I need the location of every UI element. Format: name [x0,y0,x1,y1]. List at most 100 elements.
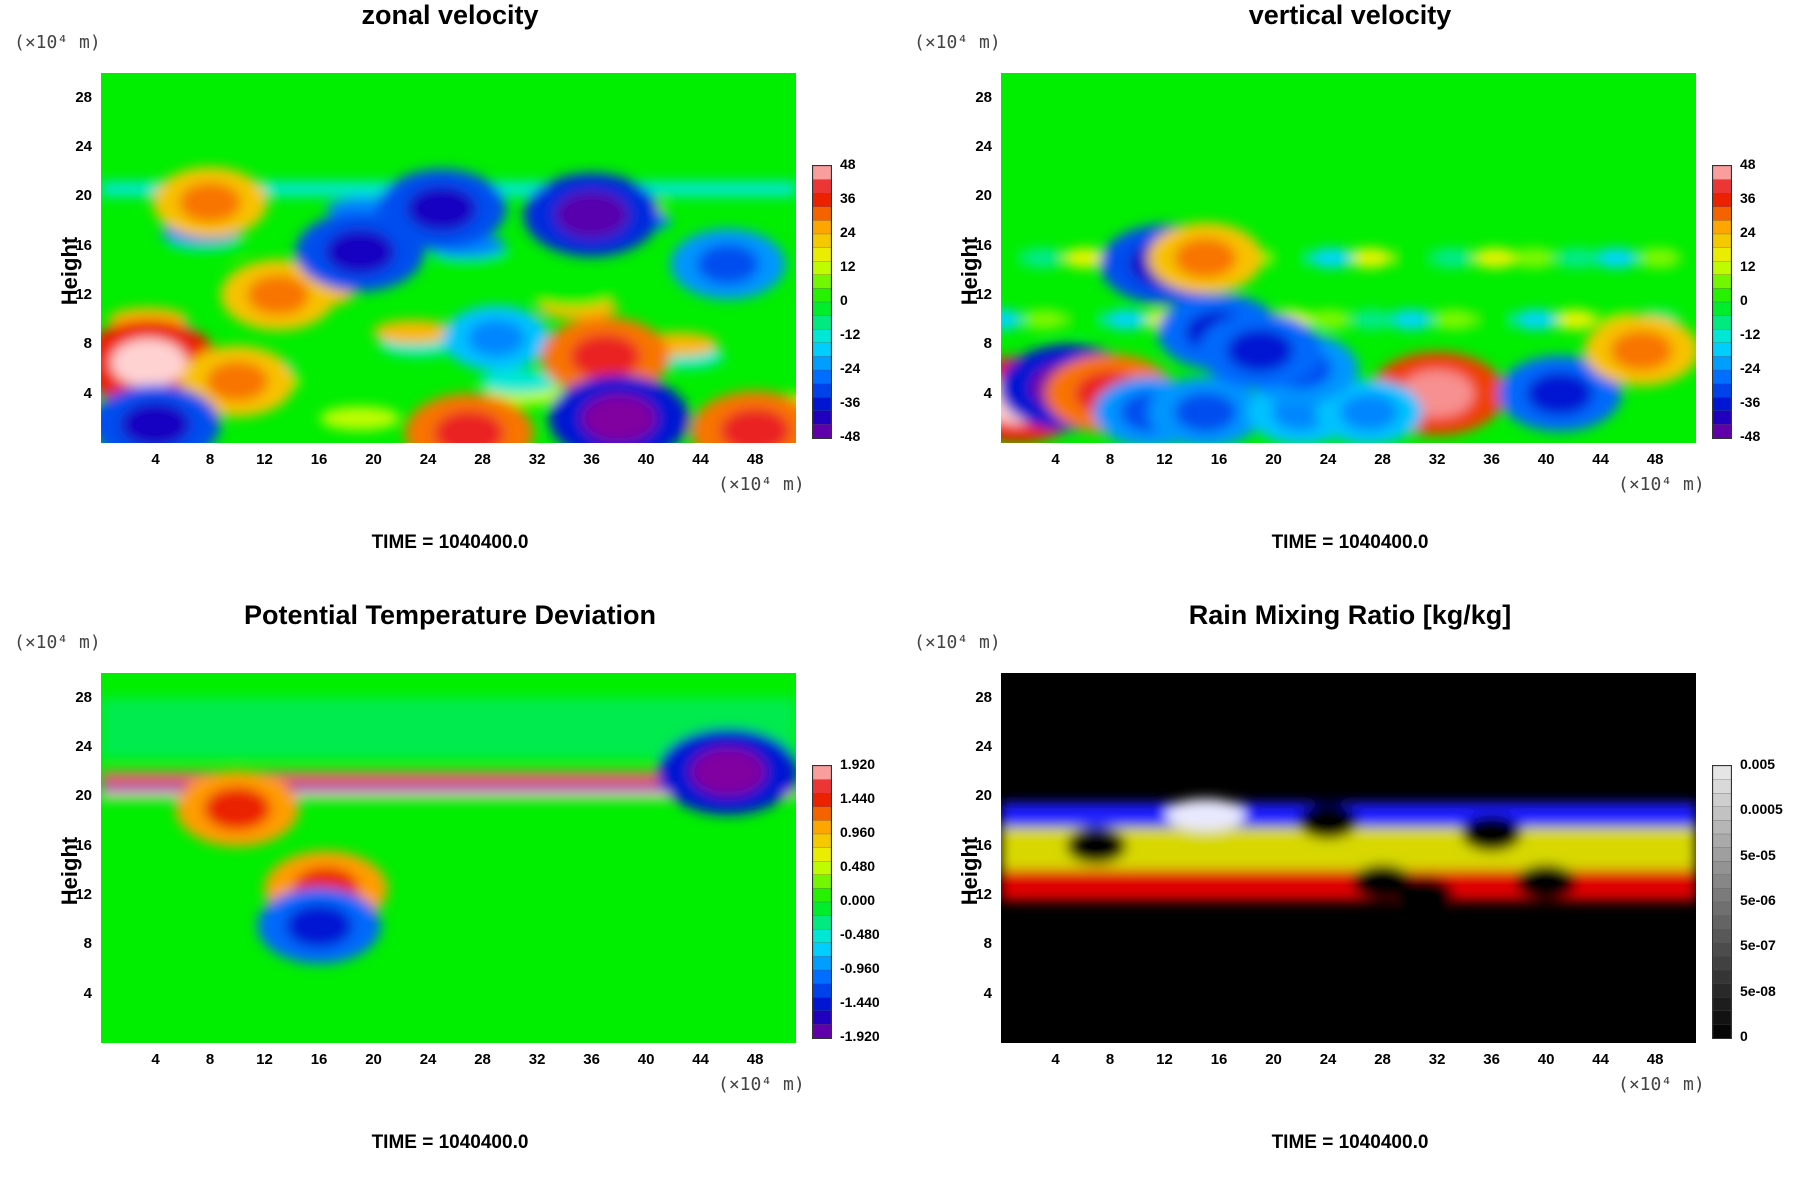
texture-blob [1001,309,1023,330]
x-tick-label: 48 [1646,451,1664,468]
contour-core [467,319,525,357]
colorbar-segment [1712,833,1732,849]
x-tick-label: 16 [1210,1051,1228,1068]
y-tick-label: 24 [75,738,92,755]
y-tick-label: 20 [75,787,92,805]
plot-area [101,673,796,1043]
heatmap-svg [101,73,796,443]
panel-zonal-velocity: zonal velocity (×10⁴ m) Height 28 24 20 16 12 8 4… [0,0,900,600]
colorbar-tick-label: -1.920 [840,1028,880,1044]
colorbar-segment [812,820,832,835]
texture-blob [1309,248,1353,268]
x-tick-label: 32 [528,451,546,468]
colorbar-segment [1712,956,1732,971]
texture-blob [1555,248,1599,268]
x-tick-label: 44 [692,1051,709,1068]
texture-blob [320,406,400,431]
x-tick-label: 4 [1051,451,1060,468]
x-tick-label: 24 [1319,1051,1337,1068]
y-tick-label: 24 [975,138,992,155]
y-tick-label: 12 [75,286,92,303]
y-tick-label: 8 [83,935,92,953]
colorbar-tick-label: -0.480 [840,926,880,942]
colorbar-segment [812,874,832,890]
y-tick-label: 12 [975,886,992,903]
colorbar-tick-label: 48 [1740,156,1756,172]
colorbar-segment [812,997,832,1012]
colorbar [812,765,832,1039]
colorbar-segment [812,274,832,290]
colorbar-segment [1712,193,1732,208]
y-tick-label: 4 [983,384,992,402]
colorbar-tick-label: 24 [1740,224,1756,240]
colorbar-segment [812,206,832,222]
texture-blob [1348,248,1392,268]
colorbar-segment [1712,888,1732,903]
colorbar-segment [812,915,832,930]
colorbar-segment [1712,397,1732,412]
y-tick-label: 8 [83,335,92,353]
y-tick-label: 12 [975,286,992,303]
x-tick-label: 36 [583,1051,600,1068]
chart-title: Rain Mixing Ratio [kg/kg] [1188,600,1512,630]
colorbar-segment [1712,1024,1732,1039]
contour-core [120,402,191,443]
y-tick-label: 28 [75,688,92,706]
time-label: TIME = 1040400.0 [1271,532,1429,553]
x-tick-label: 12 [1156,1051,1173,1068]
panel-potential-temperature: Potential Temperature Deviation (×10⁴ m) H… [0,600,900,1200]
x-axis-unit: (×10⁴ m) [1618,1074,1705,1095]
colorbar-tick-label: -0.960 [840,960,880,976]
y-tick-label: 8 [983,335,992,353]
colorbar-tick-label: -12 [840,326,861,342]
x-tick-label: 12 [256,1051,273,1068]
colorbar-svg [1712,765,1732,1039]
colorbar-tick-label: 5e-08 [1740,982,1776,999]
y-tick-label: 28 [975,688,992,706]
colorbar-segment [812,424,832,439]
y-tick-label: 8 [983,935,992,953]
colorbar-tick-label: -48 [840,428,861,444]
x-tick-label: 8 [205,451,215,468]
x-tick-label: 4 [151,451,160,468]
colorbar-segment [1712,369,1732,385]
gap-blob [1461,815,1522,852]
texture-blob [1430,248,1474,268]
texture-blob [1104,309,1148,330]
plot-area [1001,673,1696,1043]
colorbar-segment [1712,969,1732,985]
colorbar-tick-label: 0.005 [1740,756,1776,772]
x-tick-label: 48 [746,451,764,468]
x-tick-label: 28 [474,1051,491,1068]
y-tick-label: 16 [75,836,92,854]
colorbar-tick-label: 1.440 [840,790,876,806]
heatmap-svg [1001,73,1696,443]
colorbar-tick-label: 36 [1740,190,1756,206]
colorbar-segment [812,315,832,330]
colorbar-segment [812,220,832,235]
colorbar-segment [1712,329,1732,344]
x-tick-label: 24 [419,451,437,468]
x-tick-label: 24 [419,1051,437,1068]
colorbar-segment [1712,206,1732,222]
texture-blob [1063,248,1107,268]
texture-blob [1307,309,1351,330]
colorbar-segment [812,1010,832,1026]
x-axis-unit: (×10⁴ m) [718,474,805,495]
contour-core [1174,238,1237,278]
colorbar-segment [1712,410,1732,426]
contour-core [696,244,759,285]
colorbar-segment [1712,274,1732,290]
gap-blob [1516,864,1577,901]
band-mid [101,784,796,792]
texture-blob [1637,248,1681,268]
rain-layer-red [1001,870,1696,902]
x-tick-label: 36 [1483,1051,1500,1068]
y-axis-unit: (×10⁴ m) [914,32,1001,53]
colorbar-segment [812,301,832,317]
x-tick-label: 28 [1374,1051,1391,1068]
colorbar-tick-label: -36 [840,394,861,410]
contour-core [325,229,395,275]
x-tick-label: 24 [1319,451,1337,468]
contour-core [110,338,187,388]
